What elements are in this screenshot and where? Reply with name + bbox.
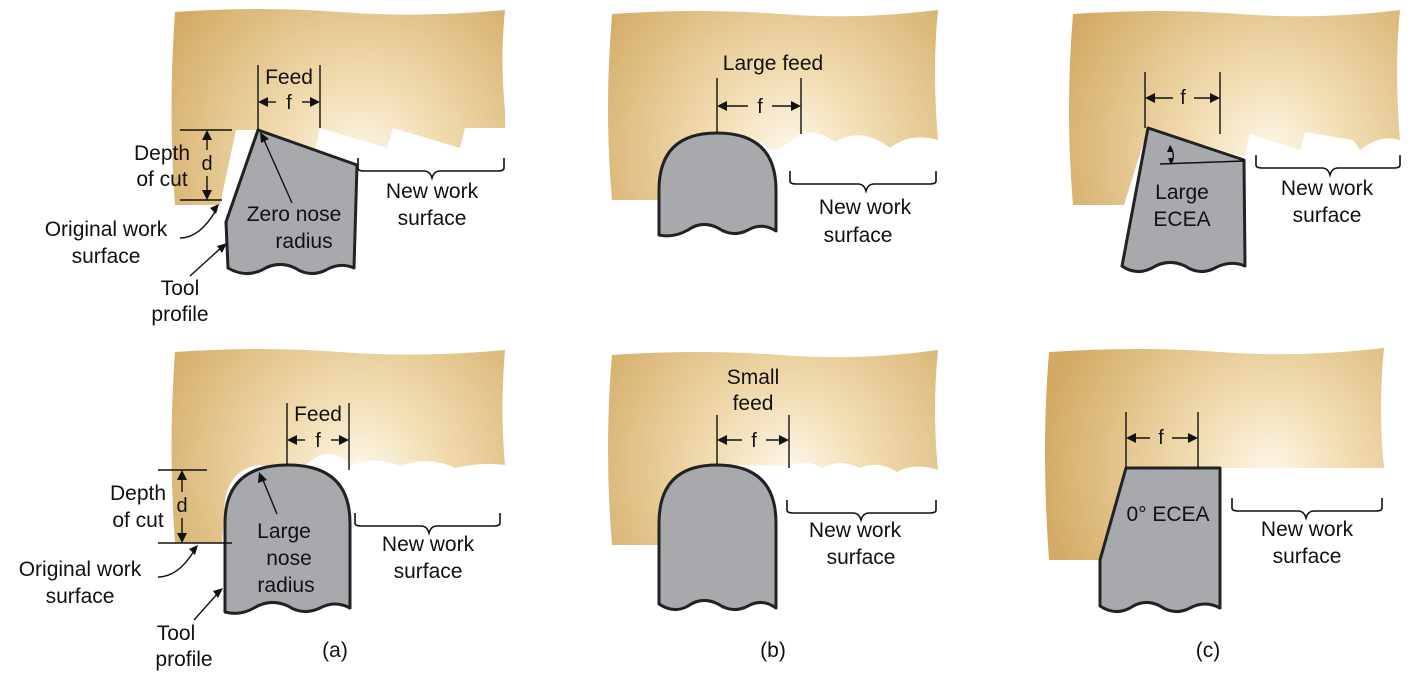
depth-d-label: d xyxy=(176,495,187,517)
workpiece xyxy=(1069,10,1400,205)
panel-a-top: Feed f d Depth of cut Original work surf… xyxy=(45,9,505,326)
tool xyxy=(1098,466,1222,613)
feed-f-label: f xyxy=(1180,87,1186,109)
depth-of-cut-label-line2: of cut xyxy=(136,168,188,191)
feed-f-label: f xyxy=(286,92,292,114)
panel-b-top: Large feed f New work surface xyxy=(608,10,938,247)
new-surface-label-line1: New work xyxy=(386,180,479,203)
feed-f-label: f xyxy=(315,430,321,452)
caption-b: (b) xyxy=(760,639,786,662)
feed-f-label: f xyxy=(757,96,763,118)
ecea-label-line2: ECEA xyxy=(1153,208,1210,231)
caption-a: (a) xyxy=(322,639,348,662)
feed-label: Feed xyxy=(294,403,342,426)
nose-radius-label-line2: radius xyxy=(275,230,332,253)
panel-c-top: f Large ECEA New work surface xyxy=(1069,10,1401,273)
feed-label-line2: feed xyxy=(733,392,774,415)
workpiece xyxy=(608,350,938,545)
workpiece xyxy=(1045,348,1384,560)
workpiece xyxy=(171,349,505,543)
nose-radius-label-line1: Zero nose xyxy=(247,203,342,226)
depth-d-label: d xyxy=(201,153,212,175)
feed-label-line1: Small xyxy=(727,366,780,389)
tool xyxy=(1120,126,1247,273)
original-surface-label-line2: surface xyxy=(72,245,141,268)
tool-profile-label-line1: Tool xyxy=(157,622,196,645)
feed-label-line1: Large feed xyxy=(723,52,823,75)
caption-c: (c) xyxy=(1196,639,1221,662)
nose-radius-label-line1: Large xyxy=(257,520,311,543)
original-surface-label-line1: Original work xyxy=(45,218,168,241)
ecea-label: 0° ECEA xyxy=(1126,503,1209,526)
original-surface-label-line2: surface xyxy=(46,585,115,608)
ecea-label-line1: Large xyxy=(1155,181,1209,204)
new-surface-label-line2: surface xyxy=(398,207,467,230)
new-surface-label-line1: New work xyxy=(819,196,912,219)
nose-radius-label-line3: radius xyxy=(257,574,314,597)
tool xyxy=(657,131,778,238)
tool-profile-label-line1: Tool xyxy=(161,277,200,300)
panel-c-bottom: f 0° ECEA New work surface xyxy=(1045,348,1384,613)
new-surface-label-line1: New work xyxy=(1261,518,1354,541)
feed-f-label: f xyxy=(751,430,757,452)
new-surface-label-line1: New work xyxy=(382,533,475,556)
tool-profile-label-line2: profile xyxy=(155,648,212,671)
depth-of-cut-label-line1: Depth xyxy=(134,142,190,165)
panel-a-bottom: Feed f d Depth of cut Original work surf… xyxy=(19,349,505,671)
depth-of-cut-label-line2: of cut xyxy=(112,509,164,532)
tool xyxy=(657,463,778,611)
new-surface-label-line1: New work xyxy=(1281,177,1374,200)
new-surface-label-line2: surface xyxy=(827,546,896,569)
nose-radius-label-line2: nose xyxy=(266,547,312,570)
workpiece xyxy=(608,10,938,200)
depth-of-cut-label-line1: Depth xyxy=(110,482,166,505)
feed-label: Feed xyxy=(265,66,313,89)
new-surface-label-line1: New work xyxy=(809,519,902,542)
tool-profile-label-line2: profile xyxy=(151,303,208,326)
feed-f-label: f xyxy=(1158,427,1164,449)
new-surface-label-line2: surface xyxy=(394,560,463,583)
new-surface-label-line2: surface xyxy=(1273,545,1342,568)
panel-b-bottom: Small feed f New work surface xyxy=(608,350,938,611)
tool xyxy=(223,463,352,615)
new-surface-label-line2: surface xyxy=(824,224,893,247)
new-surface-label-line2: surface xyxy=(1293,204,1362,227)
workpiece xyxy=(171,9,505,205)
original-surface-label-line1: Original work xyxy=(19,558,142,581)
